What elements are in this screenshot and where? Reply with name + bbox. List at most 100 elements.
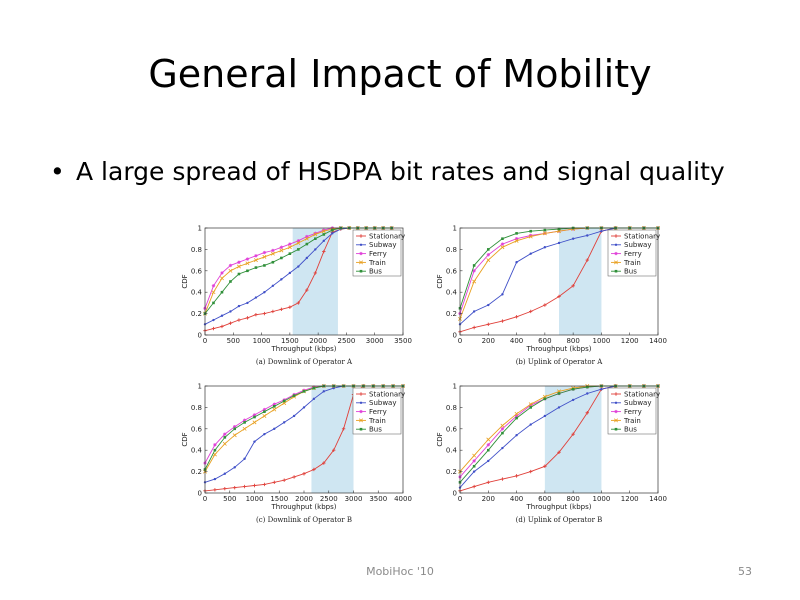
data-point-bus — [280, 256, 283, 260]
data-point-bus — [297, 248, 300, 251]
data-point-stationary — [543, 464, 547, 468]
data-point-stationary — [288, 305, 292, 309]
data-point-subway — [288, 271, 292, 275]
data-point-ferry — [472, 269, 476, 273]
data-point-subway — [571, 237, 575, 240]
data-point-train — [228, 268, 233, 273]
data-point-train — [313, 232, 318, 237]
x-tick-label: 1400 — [649, 337, 667, 345]
data-point-subway — [586, 234, 589, 237]
data-point-bus — [314, 237, 317, 240]
data-point-subway — [557, 406, 561, 409]
shaded-band — [311, 386, 354, 493]
x-tick-label: 1400 — [649, 495, 667, 503]
data-point-bus — [213, 448, 217, 452]
data-point-ferry — [223, 432, 227, 436]
legend-label: Train — [623, 259, 641, 267]
data-point-stationary — [585, 411, 589, 415]
data-point-train — [514, 238, 519, 243]
data-point-stationary — [514, 315, 519, 319]
y-tick-label: 0 — [198, 490, 202, 498]
data-point-train — [253, 258, 258, 263]
legend-marker-bus — [359, 427, 363, 431]
data-point-subway — [515, 434, 518, 437]
data-point-bus — [263, 410, 266, 413]
y-tick-label: 1 — [453, 225, 457, 233]
data-point-train — [272, 407, 277, 412]
legend-marker-train — [614, 260, 618, 265]
data-point-subway — [322, 239, 325, 243]
data-point-subway — [472, 310, 476, 313]
cdf-chart-3: 0 500 1000 1500 2000 2500 3000 3500 4000 0 0.2 0.4 0… — [181, 383, 412, 525]
x-tick-label: 400 — [510, 495, 523, 503]
x-tick-label: 0 — [203, 337, 207, 345]
legend-marker-train — [614, 418, 618, 423]
data-point-train — [500, 245, 505, 250]
data-point-ferry — [529, 403, 533, 407]
data-point-train — [486, 258, 491, 263]
data-point-subway — [254, 296, 258, 299]
data-point-train — [514, 411, 519, 416]
y-tick-label: 1 — [198, 383, 202, 391]
data-point-subway — [331, 232, 334, 235]
data-point-train — [486, 437, 491, 442]
data-point-bus — [322, 233, 326, 236]
x-tick-label: 3000 — [345, 495, 363, 503]
data-point-bus — [515, 232, 518, 235]
data-point-stationary — [279, 307, 284, 312]
x-tick-label: 400 — [510, 337, 523, 345]
data-point-train — [252, 420, 257, 425]
y-tick-label: 0.8 — [446, 404, 457, 412]
data-point-stationary — [211, 326, 216, 331]
data-point-train — [472, 279, 477, 284]
data-point-subway — [543, 414, 547, 418]
data-point-bus — [229, 280, 232, 283]
data-point-bus — [543, 228, 547, 232]
legend-label: Train — [368, 259, 386, 267]
x-tick-label: 3500 — [394, 337, 412, 345]
data-point-train — [232, 433, 237, 438]
shaded-band — [544, 386, 602, 493]
y-tick-label: 1 — [453, 383, 457, 391]
data-point-subway — [223, 472, 226, 475]
data-point-subway — [243, 457, 246, 460]
data-point-bus — [312, 386, 316, 390]
data-point-bus — [330, 228, 334, 232]
data-point-stationary — [254, 312, 258, 317]
x-tick-label: 3500 — [369, 495, 387, 503]
data-point-stationary — [302, 472, 306, 476]
data-point-subway — [312, 397, 316, 401]
data-point-ferry — [262, 250, 267, 255]
data-point-bus — [557, 392, 561, 395]
legend-marker-subway — [614, 401, 618, 404]
data-point-bus — [223, 436, 227, 439]
data-point-bus — [292, 394, 296, 397]
data-point-stationary — [262, 311, 267, 316]
data-point-bus — [237, 272, 241, 276]
data-point-bus — [529, 229, 533, 233]
data-point-stationary — [571, 432, 575, 436]
data-point-bus — [515, 416, 518, 420]
x-tick-label: 1000 — [253, 337, 271, 345]
cdf-chart-4: 0 200 400 600 800 1000 1200 1400 0 0.2 0.4 0.6 0.8 1 T… — [436, 383, 667, 525]
data-point-ferry — [529, 233, 533, 238]
data-point-subway — [487, 459, 490, 463]
x-tick-label: 1000 — [593, 495, 611, 503]
y-tick-label: 0.8 — [191, 246, 202, 254]
bullet-text: A large spread of HSDPA bit rates and si… — [76, 157, 725, 186]
data-point-subway — [213, 477, 217, 481]
data-point-subway — [233, 466, 236, 469]
x-axis-label: Throughput (kbps) — [271, 503, 337, 511]
x-tick-label: 0 — [458, 337, 462, 345]
data-point-bus — [233, 427, 236, 431]
y-tick-label: 0.2 — [446, 468, 457, 476]
data-point-subway — [543, 246, 547, 249]
y-tick-label: 0.8 — [446, 246, 457, 254]
data-point-stationary — [486, 480, 490, 484]
data-point-ferry — [233, 424, 237, 429]
data-point-ferry — [313, 231, 318, 236]
legend-label: Train — [368, 417, 386, 425]
data-point-train — [472, 453, 477, 458]
data-point-subway — [529, 423, 532, 426]
x-tick-label: 2500 — [338, 337, 356, 345]
